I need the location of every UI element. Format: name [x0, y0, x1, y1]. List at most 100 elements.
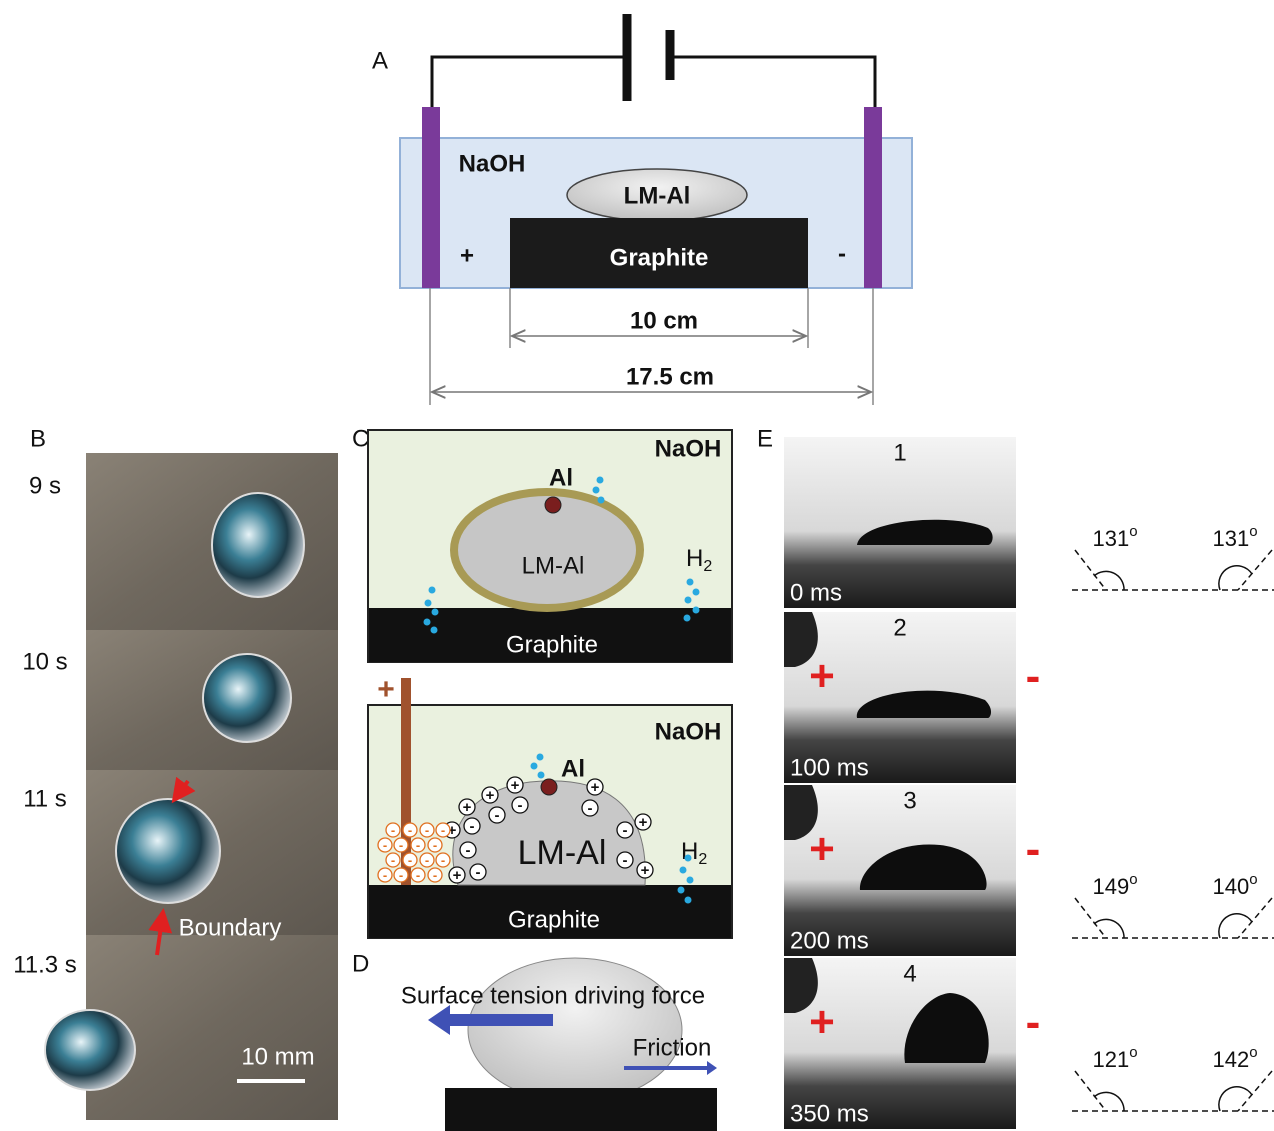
charge-sign: + [511, 777, 520, 794]
solution-label: NaOH [459, 150, 526, 177]
cathode-label: - [1026, 825, 1041, 874]
time-label: 9 s [29, 472, 61, 499]
charge-sign: - [408, 852, 412, 867]
bubble [593, 487, 600, 494]
charge-sign: - [383, 837, 387, 852]
gas-subscript: 2 [703, 558, 712, 575]
cathode-label: - [1026, 998, 1041, 1047]
charge-sign: - [441, 852, 445, 867]
frame-index: 1 [893, 439, 906, 466]
tangent [1075, 1071, 1106, 1111]
substrate-label: Graphite [506, 631, 598, 658]
driving-force-label: Surface tension driving force [401, 982, 705, 1009]
tangent [1238, 550, 1272, 590]
bubble [678, 887, 685, 894]
bubble [597, 477, 604, 484]
figure: A NaOH LM-Al Graphite + - 10 cm 17.5 cm … [0, 0, 1274, 1131]
angle-arc [1094, 919, 1124, 938]
substrate-label: Graphite [508, 906, 600, 933]
al-particle [541, 779, 557, 795]
solution-label: NaOH [655, 435, 722, 462]
charge-sign: - [416, 867, 420, 882]
gas-subscript: 2 [698, 851, 707, 868]
bubble [424, 619, 431, 626]
angle-label: 142o [1212, 1044, 1257, 1072]
tangent [1238, 1071, 1272, 1111]
charge-sign: - [588, 800, 593, 817]
dimension-label: 10 cm [630, 307, 698, 334]
panel-a: A NaOH LM-Al Graphite + - 10 cm 17.5 cm [372, 14, 912, 405]
charge-sign: - [408, 822, 412, 837]
degree-symbol: o [1129, 871, 1137, 888]
time-label: 0 ms [790, 579, 842, 606]
charge-sign: - [470, 818, 475, 835]
panel-label: C [352, 425, 369, 452]
bubble [429, 587, 436, 594]
charge-sign: - [476, 864, 481, 881]
panel-e: E 10 ms131o131o2100 ms+-3200 ms+-149o140… [757, 425, 1274, 1129]
angle-arc [1094, 1092, 1124, 1111]
time-label: 350 ms [790, 1100, 869, 1127]
frame-index: 2 [893, 614, 906, 641]
panel-d: D Surface tension driving force Friction [352, 950, 717, 1131]
charge-sign: - [391, 852, 395, 867]
time-label: 11 s [23, 785, 67, 812]
bubble [693, 589, 700, 596]
cathode-label: - [1026, 652, 1041, 701]
tangent [1075, 550, 1106, 590]
charge-sign: + [591, 779, 600, 796]
charge-sign: - [425, 822, 429, 837]
charge-sign: + [486, 787, 495, 804]
substrate-label: Graphite [610, 244, 709, 271]
charge-sign: - [518, 797, 523, 814]
annotation: Boundary [179, 914, 282, 941]
particle-label: Al [561, 755, 585, 782]
gas: H [686, 545, 703, 572]
degree-symbol: o [1249, 1044, 1257, 1061]
bubble [685, 855, 692, 862]
droplet-label: LM-Al [522, 552, 585, 579]
time-label: 10 s [22, 648, 67, 675]
angle-label: 121o [1092, 1044, 1137, 1072]
charge-sign: - [441, 822, 445, 837]
angle-arc [1219, 914, 1252, 938]
charge-sign: - [623, 822, 628, 839]
anode-label: + [460, 242, 474, 269]
charge-sign: - [466, 842, 471, 859]
time-label: 200 ms [790, 927, 869, 954]
panel-label: B [30, 425, 46, 452]
gas: H [681, 838, 698, 865]
angle-label: 140o [1212, 871, 1257, 899]
bubble [538, 772, 545, 779]
angle-value: 131 [1212, 526, 1249, 551]
angle-label: 149o [1092, 871, 1137, 899]
degree-symbol: o [1129, 1044, 1137, 1061]
frame-index: 4 [903, 960, 916, 987]
angle-value: 131 [1092, 526, 1129, 551]
bubble [598, 497, 605, 504]
panel-b: B 9 s10 s11 s11.3 sBoundary10 mm [13, 425, 338, 1120]
electrode [422, 107, 440, 288]
al-particle [545, 497, 561, 513]
frame-index: 3 [903, 787, 916, 814]
angle-value: 142 [1212, 1047, 1249, 1072]
bubble [685, 597, 692, 604]
charge-sign: + [463, 799, 472, 816]
graphite [445, 1088, 717, 1131]
friction-label: Friction [633, 1034, 712, 1061]
charge-sign: - [399, 837, 403, 852]
particle-label: Al [549, 464, 573, 491]
anode-label: + [809, 825, 835, 874]
charge-sign: - [399, 867, 403, 882]
charge-sign: - [433, 837, 437, 852]
cathode-label: - [838, 240, 846, 267]
charge-sign: - [425, 852, 429, 867]
degree-symbol: o [1249, 523, 1257, 540]
droplet-photo [45, 1010, 135, 1090]
tangent [1238, 898, 1272, 938]
degree-symbol: o [1249, 871, 1257, 888]
charge-sign: - [433, 867, 437, 882]
bubble [684, 615, 691, 622]
bubble [537, 754, 544, 761]
charge-sign: - [391, 822, 395, 837]
